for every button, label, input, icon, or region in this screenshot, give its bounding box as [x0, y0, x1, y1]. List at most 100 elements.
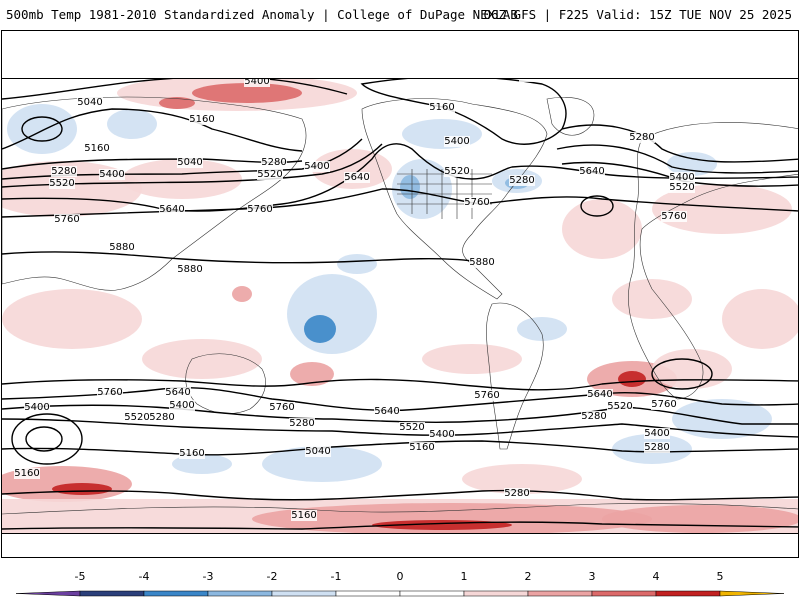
contour-label-bg: [51, 166, 77, 177]
colorbar-svg: [15, 590, 785, 597]
contour-label: 5040: [305, 446, 330, 457]
contour-5400-sh: [2, 418, 798, 438]
contour-label: 5160: [291, 510, 316, 521]
colorbar-segment: [463, 590, 529, 597]
map-title: 500mb Temp 1981-2010 Standardized Anomal…: [6, 7, 518, 22]
colorbar-max-arrow: [719, 590, 785, 597]
contour-label: 5880: [469, 257, 494, 268]
colorbar-segment: [271, 590, 337, 597]
model-run-info: 06Z GFS | F225 Valid: 15Z TUE NOV 25 202…: [483, 7, 792, 22]
contour-label-bg: [169, 400, 195, 411]
warm-anomaly-area: [2, 289, 142, 349]
contour-label: 5880: [177, 264, 202, 275]
contour-label: 5040: [177, 157, 202, 168]
colorbar-segment: [207, 590, 273, 597]
contour-label-bg: [14, 468, 40, 479]
contour-label: 5520: [607, 401, 632, 412]
contour-closed-low-sh: [11, 413, 83, 465]
contour-closed-low-inner: [25, 426, 63, 452]
contour-label-bg: [651, 399, 677, 410]
antarctica-coast: [2, 503, 798, 515]
contour-label: 5520: [399, 422, 424, 433]
contour-label-bg: [304, 161, 330, 172]
contour-5280-sh: [2, 489, 798, 501]
contour-label-bg: [579, 166, 605, 177]
anomaly-map[interactable]: 5040 5400 5160 5280 5160 5040 5280 5400 5520 5520…: [1, 78, 799, 534]
cool-anomaly-area: [107, 109, 157, 139]
warm-anomaly-area: [722, 289, 798, 349]
contour-label-bg: [469, 257, 495, 268]
contour-label: 5160: [14, 468, 39, 479]
warm-anomaly-area: [192, 83, 302, 103]
contour-label: 5400: [444, 136, 469, 147]
contour-label-bg: [109, 242, 135, 253]
contour-label-bg: [289, 418, 315, 429]
contour-label-bg: [244, 79, 270, 87]
contour-label-bg: [189, 114, 215, 125]
warm-anomaly-area: [602, 505, 798, 533]
contour-label: 5280: [504, 488, 529, 499]
colorbar-segment: [143, 590, 209, 597]
contour-label-bg: [464, 197, 490, 208]
warm-anomaly-area: [290, 362, 334, 386]
contour-5400-nh-west: [2, 79, 348, 100]
asia-coast: [2, 96, 307, 291]
colorbar-tick-label: 1: [460, 570, 468, 583]
contour-5160-sh: [2, 440, 798, 456]
warm-anomaly-area: [422, 344, 522, 374]
warm-anomaly-area: [612, 279, 692, 319]
contour-label-bg: [84, 143, 110, 154]
contour-label-bg: [305, 446, 331, 457]
contour-label-bg: [159, 204, 185, 215]
contour-label: 5400: [169, 400, 194, 411]
contour-label-bg: [179, 448, 205, 459]
contour-label: 5760: [474, 390, 499, 401]
contour-label: 5520: [257, 169, 282, 180]
colorbar-tick-label: -3: [202, 570, 214, 583]
contour-label: 5520: [49, 178, 74, 189]
colorbar-segment: [655, 590, 721, 597]
contour-label-bg: [669, 182, 695, 193]
contour-5280-sh-south: [2, 521, 798, 530]
contour-label-bg: [444, 166, 470, 177]
colorbar-segment: [591, 590, 657, 597]
colorbar-tick-label: 2: [524, 570, 532, 583]
colorbar-tick-label: 0: [396, 570, 404, 583]
contour-label-bg: [54, 214, 80, 225]
cool-anomaly-area: [517, 317, 567, 341]
contour-label: 5640: [587, 389, 612, 400]
contour-label-bg: [97, 387, 123, 398]
contour-label-bg: [581, 411, 607, 422]
contour-label: 5520: [444, 166, 469, 177]
contour-label: 5760: [269, 402, 294, 413]
contour-label-bg: [165, 387, 191, 398]
cool-anomaly-area: [287, 274, 377, 354]
contour-label: 5640: [374, 406, 399, 417]
contour-label: 5280: [519, 79, 544, 82]
warm-anomaly-area: [252, 503, 652, 533]
contour-label: 5280: [289, 418, 314, 429]
contour-5520-sh: [2, 404, 798, 425]
contour-label-bg: [374, 406, 400, 417]
warm-anomaly-area: [462, 464, 582, 494]
colorbar-tick-label: -2: [266, 570, 278, 583]
contour-label: 5760: [651, 399, 676, 410]
warm-anomaly-area: [232, 286, 252, 302]
contour-label: 5160: [189, 114, 214, 125]
contour-label-bg: [644, 442, 670, 453]
contour-label: 5280: [149, 412, 174, 423]
contour-label: 5160: [179, 448, 204, 459]
cool-anomaly-area: [262, 446, 382, 482]
contour-label: 5760: [661, 211, 686, 222]
contour-5880-nh: [2, 251, 473, 264]
cool-anomaly-area: [400, 175, 420, 199]
south-america-coast: [486, 302, 544, 450]
contour-label-bg: [177, 157, 203, 168]
contour-label-bg: [629, 132, 655, 143]
contour-label: 5760: [464, 197, 489, 208]
colorbar-segments: [15, 590, 785, 597]
colorbar-min-arrow: [15, 590, 81, 597]
colorbar-segment: [527, 590, 593, 597]
